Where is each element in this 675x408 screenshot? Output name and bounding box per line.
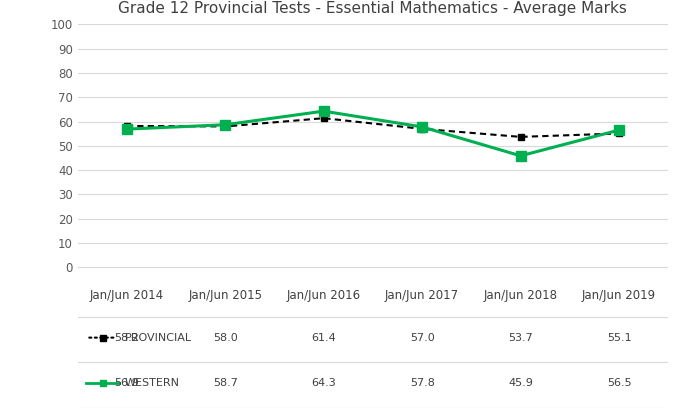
- Text: PROVINCIAL: PROVINCIAL: [125, 333, 192, 343]
- Text: 64.3: 64.3: [311, 378, 336, 388]
- Text: Jan/Jun 2014: Jan/Jun 2014: [90, 289, 164, 302]
- Text: 55.1: 55.1: [607, 333, 631, 343]
- Text: 58.0: 58.0: [213, 333, 238, 343]
- Text: 57.8: 57.8: [410, 378, 435, 388]
- Text: 61.4: 61.4: [311, 333, 336, 343]
- Title: Grade 12 Provincial Tests - Essential Mathematics - Average Marks: Grade 12 Provincial Tests - Essential Ma…: [119, 1, 627, 16]
- Text: 58.2: 58.2: [114, 333, 139, 343]
- Text: Jan/Jun 2015: Jan/Jun 2015: [188, 289, 263, 302]
- Text: WESTERN: WESTERN: [125, 378, 180, 388]
- Text: Jan/Jun 2016: Jan/Jun 2016: [287, 289, 360, 302]
- Text: 57.0: 57.0: [410, 333, 435, 343]
- Text: 58.7: 58.7: [213, 378, 238, 388]
- Text: Jan/Jun 2017: Jan/Jun 2017: [385, 289, 459, 302]
- Text: Jan/Jun 2019: Jan/Jun 2019: [582, 289, 656, 302]
- Text: Jan/Jun 2018: Jan/Jun 2018: [483, 289, 558, 302]
- Text: 45.9: 45.9: [508, 378, 533, 388]
- Text: 53.7: 53.7: [508, 333, 533, 343]
- Text: 56.9: 56.9: [115, 378, 139, 388]
- Text: 56.5: 56.5: [607, 378, 631, 388]
